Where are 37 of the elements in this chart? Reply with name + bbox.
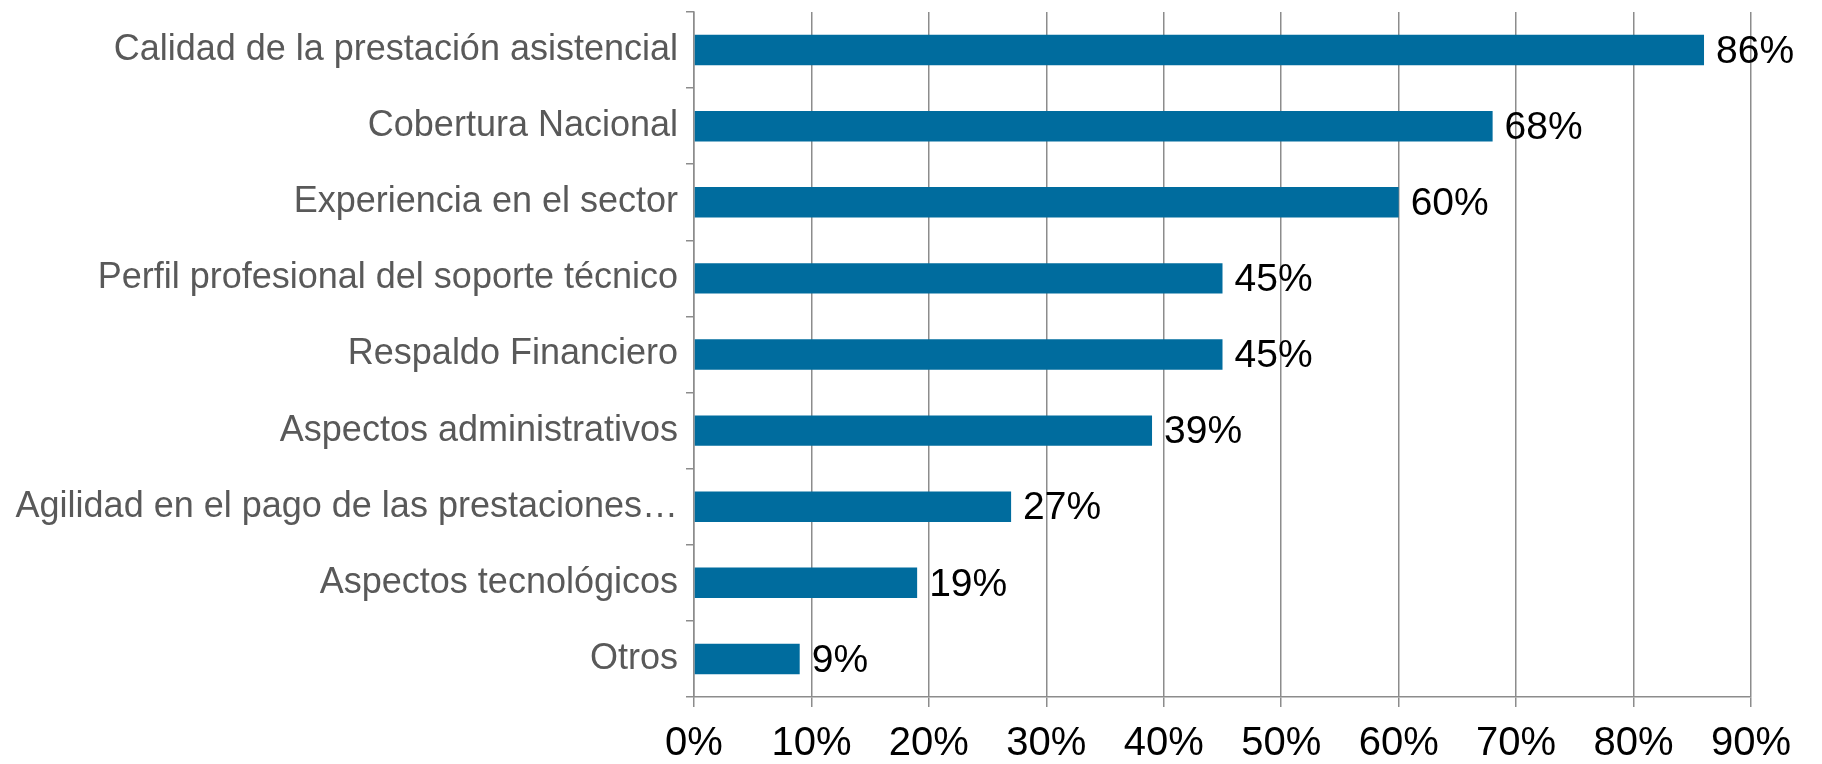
y-tick-label: Perfil profesional del soporte técnico (97, 255, 678, 297)
x-tick-label: 60% (1358, 719, 1439, 764)
data-label: 86% (1716, 27, 1795, 71)
x-tick-label: 70% (1476, 719, 1557, 764)
y-tick-label: Aspectos administrativos (279, 407, 678, 449)
data-label: 68% (1504, 103, 1583, 147)
bar (694, 567, 918, 599)
data-label: 9% (811, 636, 869, 680)
y-tick-label: Respaldo Financiero (347, 331, 678, 373)
data-label: 39% (1164, 408, 1243, 452)
data-label: 60% (1410, 180, 1489, 224)
bar (694, 263, 1223, 294)
y-tick-label: Calidad de la prestación asistencial (113, 26, 678, 68)
y-tick-label: Experiencia en el sector (293, 179, 678, 221)
x-tick-label: 80% (1593, 719, 1674, 764)
x-tick-label: 10% (771, 719, 852, 764)
y-tick-label: Cobertura Nacional (367, 103, 678, 145)
data-label: 45% (1234, 256, 1313, 300)
bar (694, 339, 1223, 370)
bar (694, 110, 1493, 142)
bar (694, 643, 800, 675)
bar (694, 491, 1012, 522)
x-tick-label: 30% (1006, 719, 1087, 764)
y-tick-label: Aspectos tecnológicos (319, 559, 678, 601)
bar (694, 415, 1153, 446)
x-tick-label: 40% (1123, 719, 1204, 764)
x-tick-label: 20% (888, 719, 969, 764)
y-tick-label: Otros (589, 635, 678, 677)
data-label: 27% (1023, 484, 1102, 528)
data-label: 19% (929, 560, 1008, 604)
bar (694, 187, 1399, 218)
bar (694, 34, 1705, 66)
x-tick-label: 90% (1710, 719, 1792, 764)
y-tick-label: Agilidad en el pago de las prestaciones… (15, 483, 678, 525)
x-tick-label: 50% (1241, 719, 1322, 764)
x-tick-label: 0% (665, 719, 723, 764)
data-label: 45% (1234, 332, 1313, 376)
